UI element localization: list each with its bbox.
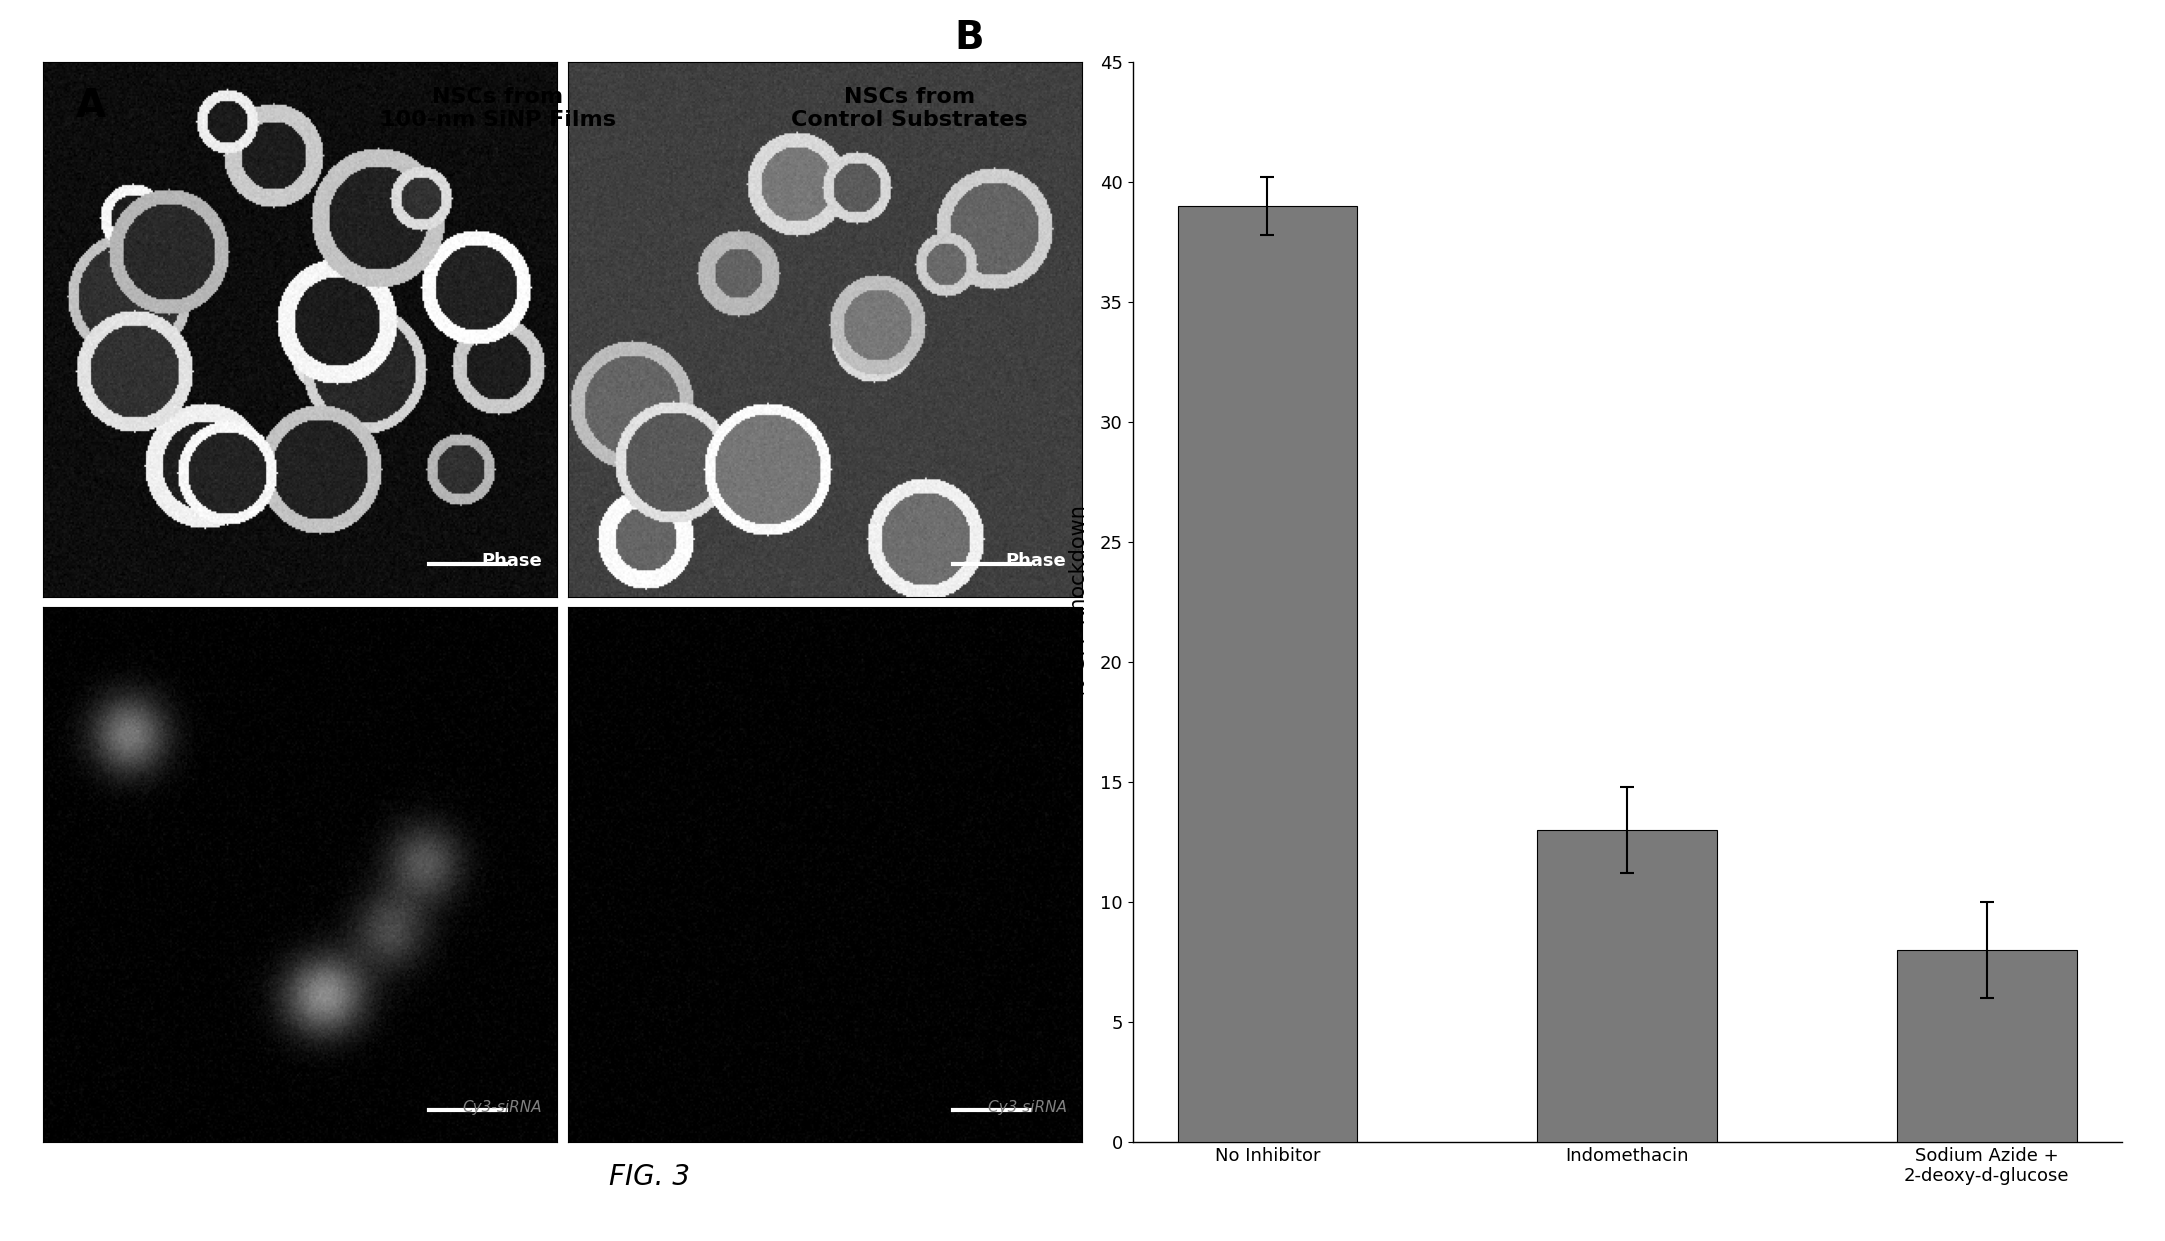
Text: Phase: Phase — [481, 552, 541, 570]
Bar — [1178, 206, 1357, 1142]
Bar — [1897, 949, 2076, 1142]
Text: A: A — [76, 87, 106, 125]
Text: B: B — [955, 19, 985, 57]
Bar — [1537, 830, 1717, 1142]
Text: Phase: Phase — [1007, 552, 1067, 570]
Y-axis label: % GFP Knockdown: % GFP Knockdown — [1070, 505, 1089, 699]
Text: Cy3 siRNA: Cy3 siRNA — [987, 1100, 1067, 1114]
Text: NSCs from
100-nm SiNP Films: NSCs from 100-nm SiNP Films — [379, 87, 617, 130]
Text: NSCs from
Control Substrates: NSCs from Control Substrates — [790, 87, 1028, 130]
Text: Cy3-siRNA: Cy3-siRNA — [463, 1100, 541, 1114]
Text: FIG. 3: FIG. 3 — [608, 1163, 691, 1191]
